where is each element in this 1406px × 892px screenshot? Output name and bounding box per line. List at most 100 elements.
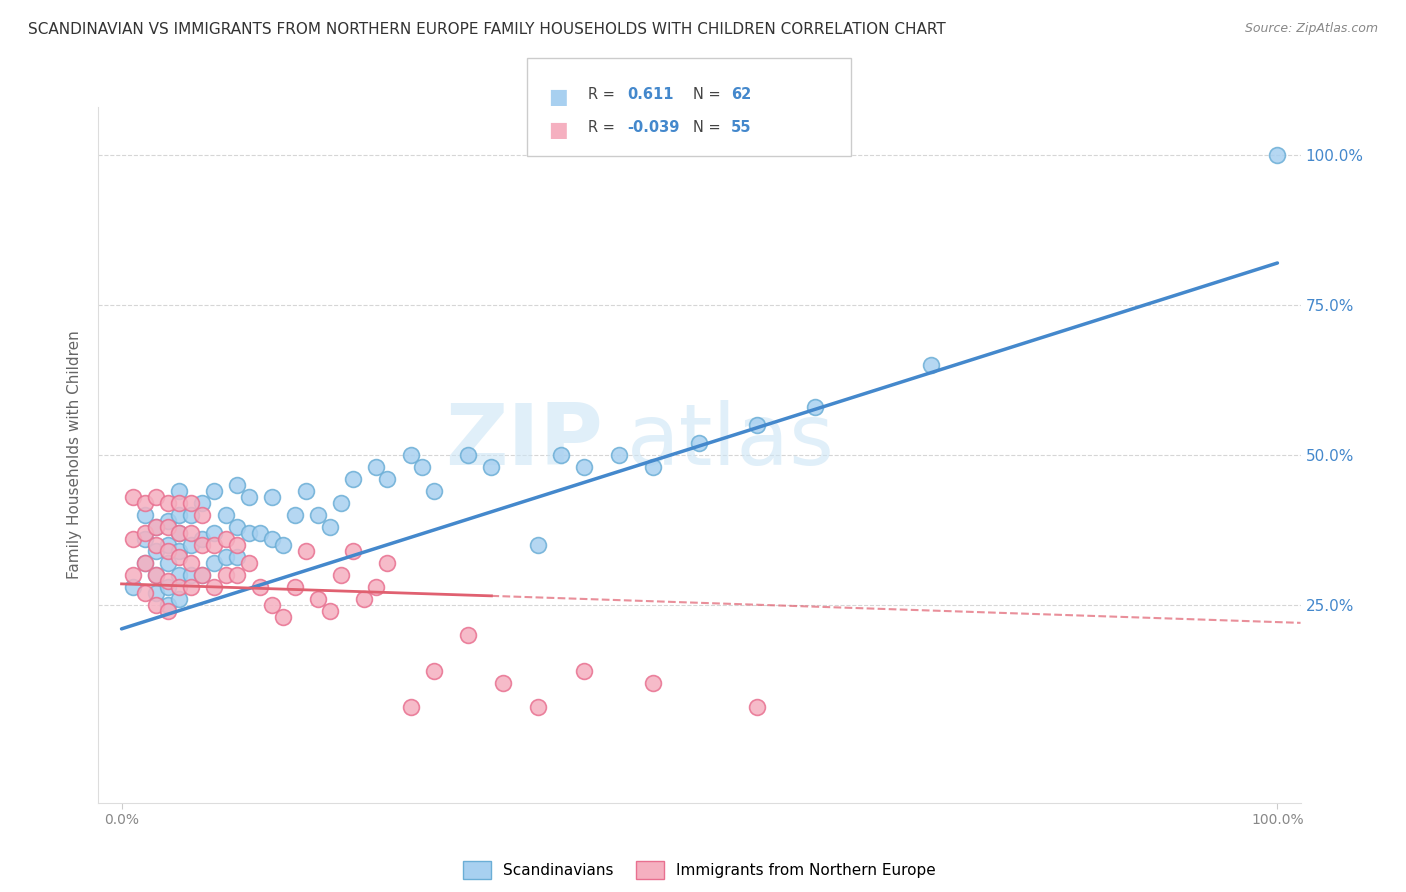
Point bbox=[214, 508, 236, 522]
Text: SCANDINAVIAN VS IMMIGRANTS FROM NORTHERN EUROPE FAMILY HOUSEHOLDS WITH CHILDREN : SCANDINAVIAN VS IMMIGRANTS FROM NORTHERN… bbox=[28, 22, 946, 37]
Point bbox=[688, 436, 710, 450]
Point bbox=[145, 538, 167, 552]
Point bbox=[122, 567, 145, 582]
Point bbox=[134, 508, 156, 522]
Point bbox=[169, 580, 191, 594]
Point bbox=[214, 549, 236, 564]
Point bbox=[191, 532, 214, 546]
Point bbox=[643, 676, 665, 690]
Point bbox=[169, 496, 191, 510]
Point bbox=[169, 567, 191, 582]
Point bbox=[226, 520, 249, 534]
Point bbox=[747, 417, 769, 432]
Point bbox=[134, 586, 156, 600]
Point bbox=[284, 508, 307, 522]
Point bbox=[169, 591, 191, 606]
Text: Source: ZipAtlas.com: Source: ZipAtlas.com bbox=[1244, 22, 1378, 36]
Point bbox=[191, 567, 214, 582]
Point bbox=[191, 538, 214, 552]
Point bbox=[572, 459, 595, 474]
Point bbox=[1267, 148, 1289, 162]
Point bbox=[202, 525, 225, 540]
Point bbox=[145, 586, 167, 600]
Point bbox=[399, 699, 422, 714]
Point bbox=[226, 478, 249, 492]
Point bbox=[134, 496, 156, 510]
Point bbox=[342, 544, 364, 558]
Text: -0.039: -0.039 bbox=[627, 120, 679, 136]
Point bbox=[273, 538, 295, 552]
Point bbox=[295, 544, 318, 558]
Point bbox=[457, 448, 479, 462]
Point bbox=[169, 544, 191, 558]
Point bbox=[238, 556, 260, 570]
Text: N =: N = bbox=[693, 87, 721, 103]
Point bbox=[492, 676, 515, 690]
Text: R =: R = bbox=[588, 120, 614, 136]
Point bbox=[249, 525, 271, 540]
Point bbox=[330, 496, 353, 510]
Point bbox=[422, 483, 444, 498]
Point bbox=[134, 556, 156, 570]
Point bbox=[156, 574, 179, 588]
Point bbox=[273, 610, 295, 624]
Point bbox=[307, 591, 329, 606]
Point bbox=[226, 567, 249, 582]
Point bbox=[169, 525, 191, 540]
Point bbox=[550, 448, 572, 462]
Legend: Scandinavians, Immigrants from Northern Europe: Scandinavians, Immigrants from Northern … bbox=[457, 855, 942, 886]
Text: 0.611: 0.611 bbox=[627, 87, 673, 103]
Point bbox=[180, 567, 202, 582]
Point bbox=[411, 459, 433, 474]
Point bbox=[226, 538, 249, 552]
Point bbox=[180, 538, 202, 552]
Point bbox=[169, 525, 191, 540]
Point bbox=[607, 448, 630, 462]
Point bbox=[249, 580, 271, 594]
Text: ■: ■ bbox=[548, 120, 568, 140]
Point bbox=[180, 580, 202, 594]
Point bbox=[156, 514, 179, 528]
Point bbox=[180, 496, 202, 510]
Point bbox=[377, 472, 399, 486]
Point bbox=[134, 532, 156, 546]
Point bbox=[238, 490, 260, 504]
Point bbox=[260, 598, 283, 612]
Point bbox=[260, 490, 283, 504]
Point bbox=[226, 549, 249, 564]
Point bbox=[202, 538, 225, 552]
Text: N =: N = bbox=[693, 120, 721, 136]
Point bbox=[202, 483, 225, 498]
Point bbox=[145, 520, 167, 534]
Point bbox=[156, 604, 179, 618]
Point bbox=[260, 532, 283, 546]
Text: 62: 62 bbox=[731, 87, 751, 103]
Point bbox=[134, 556, 156, 570]
Point bbox=[747, 699, 769, 714]
Point bbox=[422, 664, 444, 678]
Point bbox=[318, 604, 340, 618]
Point bbox=[295, 483, 318, 498]
Point bbox=[364, 580, 387, 594]
Point bbox=[156, 538, 179, 552]
Point bbox=[156, 598, 179, 612]
Point bbox=[191, 496, 214, 510]
Point bbox=[145, 567, 167, 582]
Text: ■: ■ bbox=[548, 87, 568, 107]
Point bbox=[481, 459, 503, 474]
Point bbox=[156, 496, 179, 510]
Point bbox=[202, 580, 225, 594]
Y-axis label: Family Households with Children: Family Households with Children bbox=[67, 331, 83, 579]
Point bbox=[156, 520, 179, 534]
Point bbox=[342, 472, 364, 486]
Point bbox=[284, 580, 307, 594]
Point bbox=[169, 483, 191, 498]
Point bbox=[643, 459, 665, 474]
Point bbox=[353, 591, 375, 606]
Point bbox=[145, 598, 167, 612]
Text: 55: 55 bbox=[731, 120, 752, 136]
Point bbox=[169, 508, 191, 522]
Text: atlas: atlas bbox=[627, 400, 835, 483]
Point bbox=[156, 580, 179, 594]
Point bbox=[202, 556, 225, 570]
